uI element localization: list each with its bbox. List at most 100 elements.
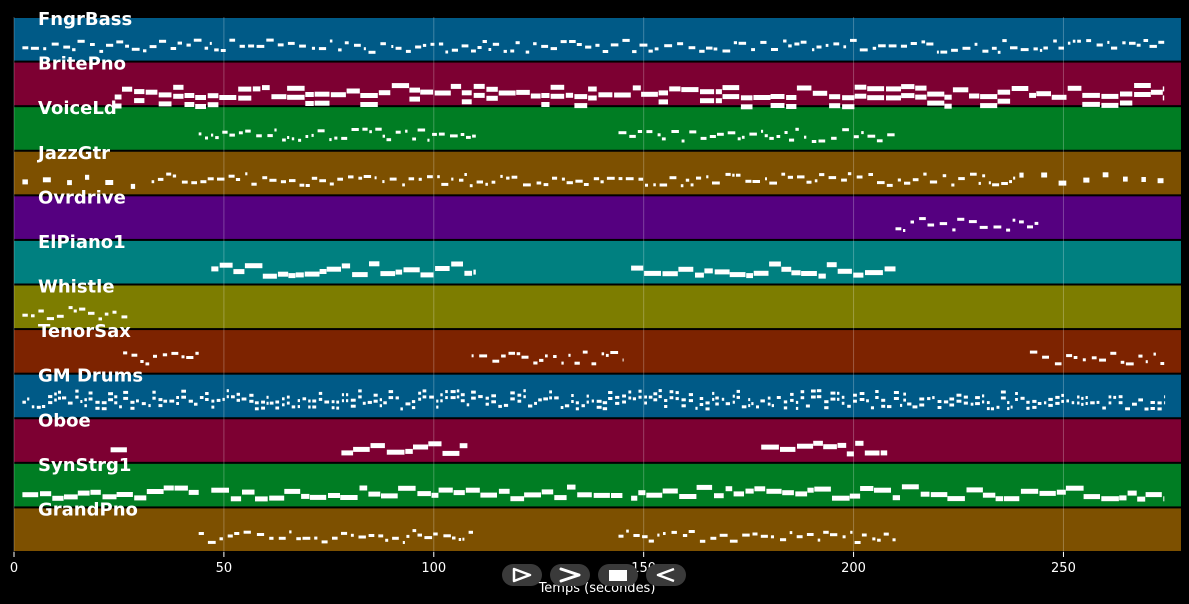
note-gm-drums bbox=[811, 395, 816, 399]
note-gm-drums bbox=[528, 404, 533, 408]
note-gm-drums bbox=[1150, 401, 1155, 404]
note-fngrbass bbox=[405, 49, 411, 53]
note-elpiano1 bbox=[631, 265, 644, 271]
note-voiceld bbox=[412, 137, 416, 141]
note-gm-drums bbox=[88, 397, 93, 401]
note-gm-drums bbox=[148, 404, 151, 408]
note-gm-drums bbox=[795, 400, 799, 404]
note-fngrbass bbox=[926, 42, 934, 46]
note-grandpno bbox=[806, 533, 814, 536]
note-fngrbass bbox=[1020, 48, 1029, 52]
note-gm-drums bbox=[741, 405, 747, 409]
note-gm-drums bbox=[881, 404, 886, 408]
note-gm-drums bbox=[41, 405, 46, 408]
note-gm-drums bbox=[549, 390, 552, 394]
note-gm-drums bbox=[658, 389, 662, 393]
note-grandpno bbox=[663, 532, 666, 535]
note-britepno bbox=[486, 95, 498, 101]
note-gm-drums bbox=[282, 403, 285, 407]
note-gm-drums bbox=[1118, 401, 1123, 405]
note-gm-drums bbox=[887, 405, 892, 409]
note-fngrbass bbox=[713, 47, 718, 51]
note-jazzgtr bbox=[1102, 172, 1109, 178]
note-fngrbass bbox=[503, 49, 507, 53]
note-gm-drums bbox=[95, 400, 100, 404]
note-jazzgtr bbox=[847, 172, 852, 176]
note-jazzgtr bbox=[781, 172, 786, 176]
note-jazzgtr bbox=[1123, 176, 1128, 182]
note-oboe bbox=[846, 451, 854, 457]
note-gm-drums bbox=[22, 400, 26, 404]
note-fngrbass bbox=[576, 43, 582, 46]
note-jazzgtr bbox=[228, 174, 235, 178]
note-gm-drums bbox=[919, 403, 925, 407]
note-gm-drums bbox=[226, 395, 229, 399]
play-button[interactable] bbox=[502, 564, 542, 586]
note-fngrbass bbox=[488, 48, 492, 51]
note-jazzgtr bbox=[207, 177, 214, 181]
note-fngrbass bbox=[1072, 39, 1076, 43]
note-gm-drums bbox=[379, 404, 382, 408]
note-grandpno bbox=[648, 539, 654, 543]
note-gm-drums bbox=[31, 405, 35, 409]
note-gm-drums bbox=[1055, 395, 1060, 399]
note-gm-drums bbox=[236, 398, 240, 402]
note-jazzgtr bbox=[166, 172, 172, 176]
note-gm-drums bbox=[418, 391, 422, 395]
back-button[interactable] bbox=[646, 564, 686, 586]
note-gm-drums bbox=[1020, 396, 1025, 400]
note-fngrbass bbox=[872, 46, 877, 50]
note-grandpno bbox=[626, 529, 629, 533]
note-elpiano1 bbox=[662, 271, 678, 277]
note-fngrbass bbox=[825, 43, 829, 47]
note-grandpno bbox=[321, 540, 328, 544]
grid-layer bbox=[13, 17, 1064, 552]
chevron-right-icon bbox=[559, 567, 581, 583]
note-jazzgtr bbox=[269, 178, 277, 182]
note-synstrg1 bbox=[1083, 494, 1100, 500]
note-oboe bbox=[823, 444, 837, 450]
forward-button[interactable] bbox=[550, 564, 590, 586]
note-jazzgtr bbox=[491, 180, 496, 184]
note-fngrbass bbox=[318, 47, 327, 51]
note-jazzgtr bbox=[67, 180, 72, 186]
stop-button[interactable] bbox=[598, 564, 638, 586]
note-jazzgtr bbox=[841, 178, 847, 182]
note-voiceld bbox=[887, 133, 895, 137]
note-jazzgtr bbox=[1157, 178, 1164, 184]
note-elpiano1 bbox=[464, 270, 472, 276]
note-grandpno bbox=[458, 538, 462, 541]
note-synstrg1 bbox=[860, 486, 874, 491]
note-britepno bbox=[574, 103, 588, 109]
note-jazzgtr bbox=[942, 174, 947, 178]
note-grandpno bbox=[219, 537, 223, 541]
note-voiceld bbox=[205, 136, 208, 140]
note-jazzgtr bbox=[625, 177, 634, 181]
note-gm-drums bbox=[653, 392, 658, 396]
track-notes-grandpno bbox=[618, 529, 896, 544]
track-notes-tenorsax bbox=[471, 350, 624, 366]
note-synstrg1 bbox=[465, 487, 480, 493]
note-gm-drums bbox=[460, 399, 465, 403]
note-elpiano1 bbox=[326, 266, 341, 272]
note-oboe bbox=[837, 442, 847, 448]
note-fngrbass bbox=[1077, 39, 1081, 43]
note-gm-drums bbox=[275, 400, 280, 404]
note-voiceld bbox=[362, 127, 368, 131]
note-britepno bbox=[173, 93, 184, 99]
note-britepno bbox=[378, 90, 391, 96]
note-jazzgtr bbox=[299, 183, 305, 187]
note-jazzgtr bbox=[523, 183, 531, 187]
note-gm-drums bbox=[1007, 407, 1010, 411]
note-gm-drums bbox=[1150, 407, 1155, 410]
note-britepno bbox=[450, 83, 462, 89]
note-elpiano1 bbox=[304, 271, 320, 277]
note-jazzgtr bbox=[280, 180, 286, 184]
note-jazzgtr bbox=[904, 181, 911, 185]
note-grandpno bbox=[269, 536, 274, 540]
note-britepno bbox=[1051, 94, 1067, 100]
note-gm-drums bbox=[664, 399, 668, 402]
note-gm-drums bbox=[675, 397, 679, 401]
note-gm-drums bbox=[297, 405, 300, 409]
note-fngrbass bbox=[733, 41, 737, 45]
